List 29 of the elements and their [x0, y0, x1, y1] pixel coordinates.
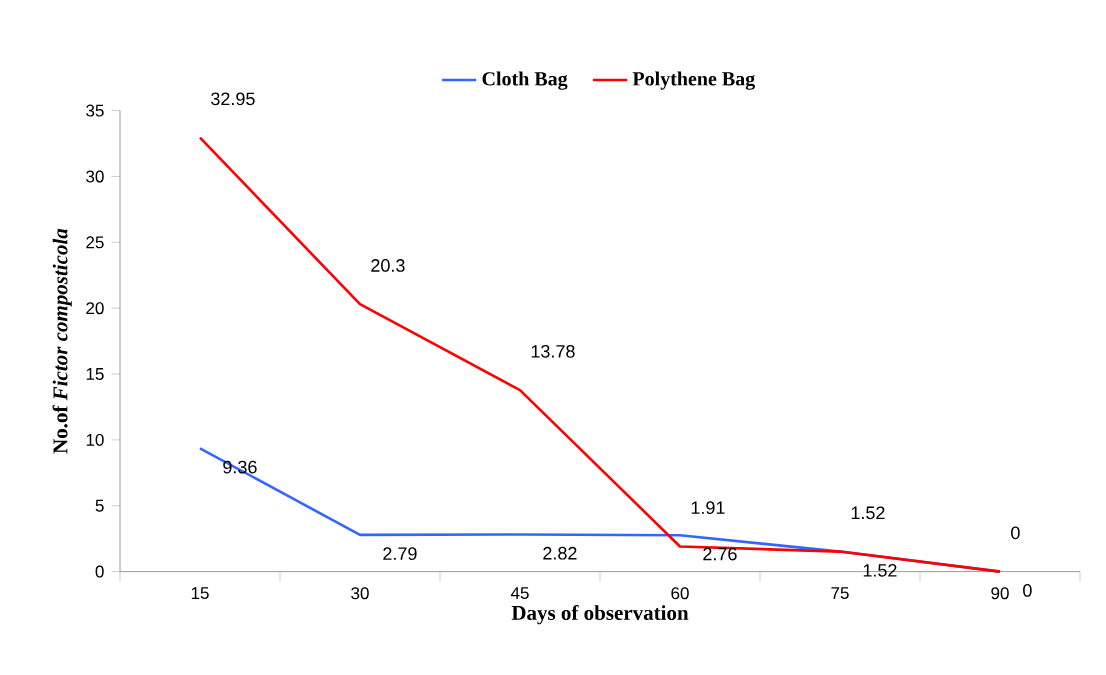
x-tick-label: 90 — [991, 587, 1009, 600]
data-label: 1.91 — [691, 501, 725, 515]
data-label: 20.3 — [371, 259, 405, 272]
y-tick-label: 35 — [86, 104, 104, 117]
data-label: 0 — [1023, 583, 1032, 597]
data-label: 2.82 — [543, 546, 577, 560]
x-axis-title: Days of observation — [511, 604, 689, 625]
x-tick-label: 45 — [510, 587, 529, 600]
legend-label: Polythene Bag — [632, 71, 755, 90]
data-label: 13.78 — [531, 344, 575, 358]
x-tick-label: 75 — [831, 587, 849, 600]
y-tick-label: 10 — [86, 433, 104, 446]
x-tick-label: 30 — [351, 587, 369, 600]
x-tick-label: 60 — [671, 587, 689, 600]
y-axis-title: No.of Fictor composticola — [52, 228, 72, 454]
legend-label: Cloth Bag — [482, 71, 568, 90]
data-label: 2.76 — [703, 547, 737, 561]
data-label: 1.52 — [851, 506, 885, 520]
data-label: 1.52 — [863, 563, 897, 577]
y-tick-label: 15 — [86, 368, 104, 380]
y-tick-label: 20 — [86, 302, 104, 315]
data-label: 0 — [1011, 526, 1020, 540]
y-tick-label: 25 — [86, 236, 104, 249]
y-tick-label: 30 — [86, 170, 104, 183]
data-label: 2.79 — [383, 547, 417, 561]
data-label: 32.95 — [211, 92, 255, 106]
y-tick-label: 5 — [95, 499, 104, 512]
x-tick-label: 15 — [191, 587, 209, 600]
y-tick-label: 0 — [95, 565, 104, 578]
